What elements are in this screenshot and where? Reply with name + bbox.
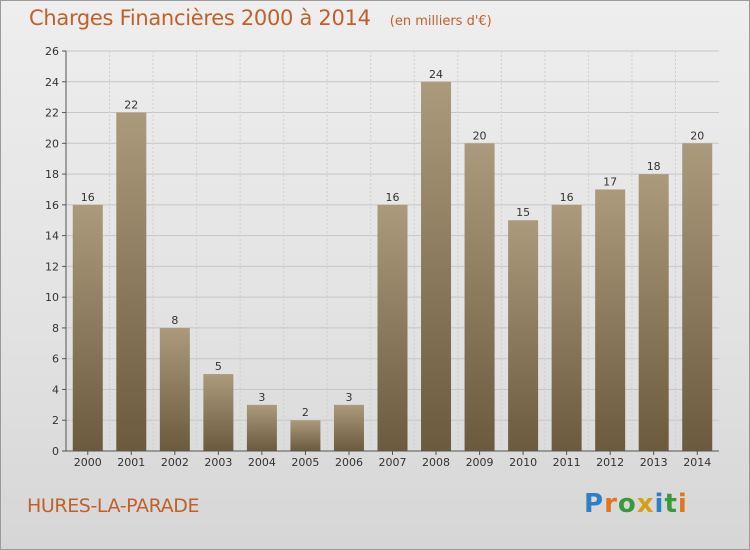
data-label: 8 (171, 314, 178, 327)
bar (421, 81, 452, 452)
y-tick-label: 18 (45, 168, 59, 181)
x-tick-label: 2010 (509, 456, 537, 469)
logo-letter: r (604, 489, 618, 519)
bar (377, 204, 408, 451)
chart-header: Charges Financières 2000 à 2014 (en mill… (29, 6, 492, 30)
chart-title: Charges Financières 2000 à 2014 (29, 6, 371, 30)
commune-name: HURES-LA-PARADE (27, 495, 200, 517)
y-tick-label: 10 (45, 291, 59, 304)
data-label: 3 (258, 391, 265, 404)
data-label: 18 (647, 160, 661, 173)
x-tick-label: 2009 (466, 456, 494, 469)
x-tick-label: 2001 (117, 456, 145, 469)
data-label: 16 (560, 191, 574, 204)
logo-letter: t (664, 489, 678, 519)
data-label: 15 (516, 206, 530, 219)
bar (682, 143, 713, 452)
bar (116, 112, 147, 452)
bar (246, 404, 277, 451)
bars: 16 22 8 5 3 2 3 16 24 20 15 16 17 18 20 (72, 68, 713, 452)
x-tick-label: 2006 (335, 456, 363, 469)
x-tick-label: 2000 (74, 456, 102, 469)
data-label: 20 (690, 129, 704, 142)
data-label: 2 (302, 406, 309, 419)
y-tick-label: 8 (52, 322, 59, 335)
y-tick-label: 14 (45, 230, 59, 243)
bar (290, 420, 321, 451)
data-label: 24 (429, 68, 443, 81)
data-label: 16 (386, 191, 400, 204)
y-tick-label: 24 (45, 76, 59, 89)
y-tick-label: 0 (52, 445, 59, 458)
x-tick-label: 2013 (640, 456, 668, 469)
bar (464, 143, 495, 452)
x-tick-label: 2002 (161, 456, 189, 469)
logo-letter: o (617, 489, 637, 519)
x-tick-label: 2014 (683, 456, 711, 469)
y-tick-label: 12 (45, 260, 59, 273)
x-tick-label: 2008 (422, 456, 450, 469)
data-label: 20 (473, 129, 487, 142)
logo-letter: P (584, 489, 605, 519)
y-tick-label: 22 (45, 107, 59, 120)
bar (72, 204, 103, 451)
x-tick-label: 2004 (248, 456, 276, 469)
logo-letter: x (636, 489, 655, 519)
bar (203, 374, 234, 451)
y-tick-label: 2 (52, 414, 59, 427)
y-tick-label: 26 (45, 45, 59, 58)
x-tick-label: 2012 (596, 456, 624, 469)
chart-unit: (en milliers d'€) (389, 14, 492, 29)
data-label: 16 (81, 191, 95, 204)
bar (638, 174, 669, 452)
bar (333, 404, 364, 451)
y-tick-label: 16 (45, 199, 59, 212)
data-label: 3 (345, 391, 352, 404)
bar (159, 327, 190, 451)
data-label: 22 (124, 99, 138, 112)
x-tick-label: 2011 (553, 456, 581, 469)
x-tick-label: 2003 (204, 456, 232, 469)
y-tick-label: 6 (52, 353, 59, 366)
bar (508, 220, 539, 451)
data-label: 17 (603, 175, 617, 188)
y-tick-label: 4 (52, 383, 59, 396)
data-label: 5 (215, 360, 222, 373)
logo-letter: i (677, 489, 688, 519)
proxiti-logo: Proxiti (584, 489, 688, 519)
x-tick-label: 2005 (291, 456, 319, 469)
bar (551, 204, 582, 451)
y-tick-label: 20 (45, 137, 59, 150)
x-tick-label: 2007 (379, 456, 407, 469)
logo-letter: i (654, 489, 665, 519)
bar (595, 189, 626, 451)
